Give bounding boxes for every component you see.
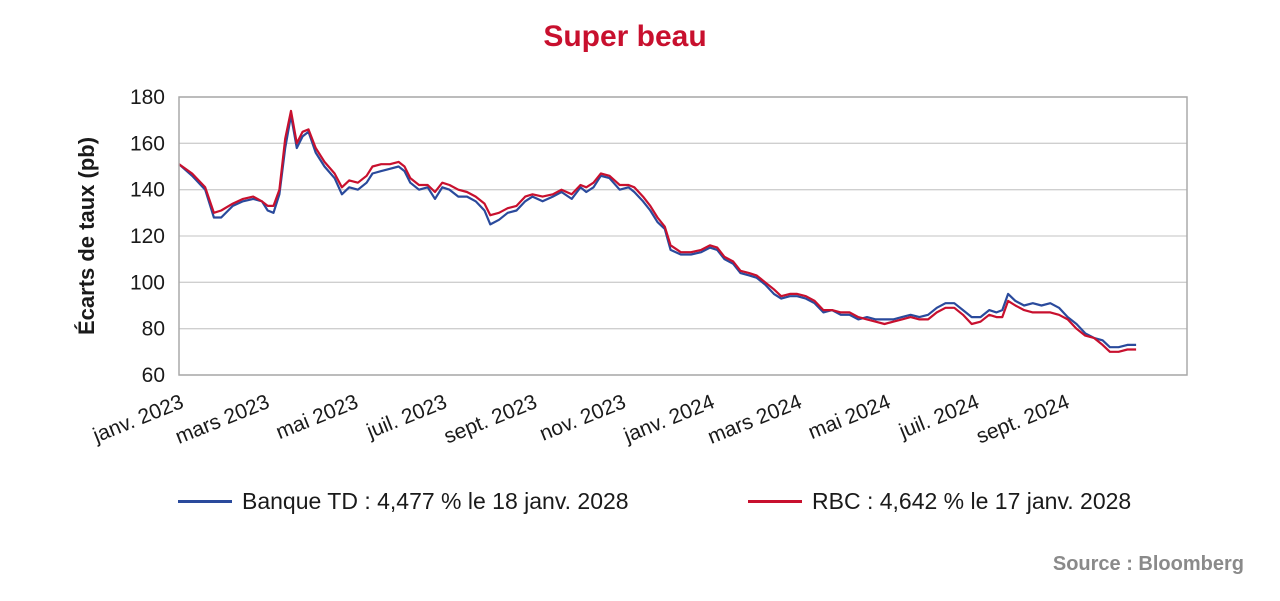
x-tick-label: sept. 2023 xyxy=(441,390,541,448)
y-axis-ticks: 60 80 100 120 140 160 180 xyxy=(130,86,165,387)
x-tick-label: janv. 2023 xyxy=(89,390,187,447)
series-line-rbc xyxy=(178,109,1137,353)
grid-lines xyxy=(179,96,1187,376)
x-tick-label: juil. 2023 xyxy=(363,390,450,443)
y-tick-label: 80 xyxy=(142,318,165,341)
legend-item-td: Banque TD : 4,477 % le 18 janv. 2028 xyxy=(178,488,629,515)
y-tick-label: 140 xyxy=(130,179,165,202)
x-tick-label: mai 2023 xyxy=(273,390,362,444)
x-tick-label: mars 2023 xyxy=(172,390,273,448)
y-tick-label: 120 xyxy=(130,225,165,248)
y-tick-label: 100 xyxy=(130,271,165,294)
x-tick-label: nov. 2023 xyxy=(536,390,629,445)
chart-title: Super beau xyxy=(543,20,707,53)
legend-label-td: Banque TD : 4,477 % le 18 janv. 2028 xyxy=(242,488,629,514)
legend-swatch-td xyxy=(178,500,232,503)
x-tick-label: mai 2024 xyxy=(805,390,894,444)
y-tick-label: 160 xyxy=(130,132,165,155)
x-tick-label: sept. 2024 xyxy=(973,390,1073,448)
y-tick-label: 180 xyxy=(130,86,165,109)
series-line-td xyxy=(178,114,1137,349)
x-tick-label: juil. 2024 xyxy=(895,390,983,443)
x-tick-label: mars 2024 xyxy=(704,390,805,449)
legend-item-rbc: RBC : 4,642 % le 17 janv. 2028 xyxy=(748,488,1131,515)
legend-label-rbc: RBC : 4,642 % le 17 janv. 2028 xyxy=(812,488,1132,514)
series-lines xyxy=(178,109,1137,353)
plot-frame xyxy=(178,96,1188,376)
y-axis-label: Écarts de taux (pb) xyxy=(74,137,99,335)
source-note: Source : Bloomberg xyxy=(1052,553,1244,575)
x-tick-label: janv. 2024 xyxy=(620,390,718,448)
y-tick-label: 60 xyxy=(142,364,165,387)
legend-swatch-rbc xyxy=(748,500,802,503)
